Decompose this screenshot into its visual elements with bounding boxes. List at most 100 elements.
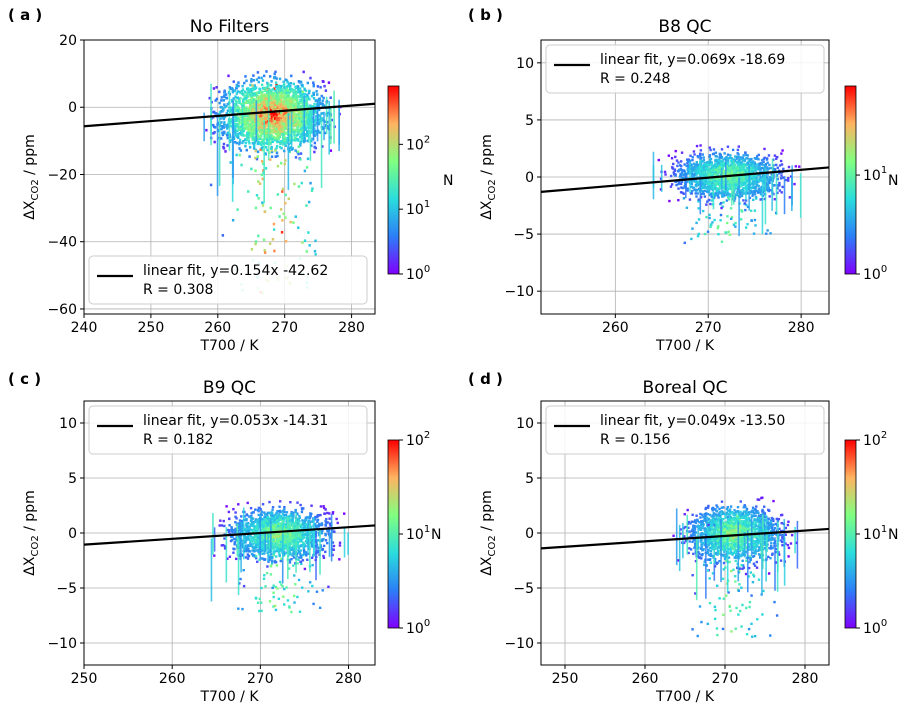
density-cell	[265, 138, 269, 142]
density-cell	[234, 125, 237, 128]
density-cell	[273, 604, 277, 608]
density-cell	[247, 190, 250, 193]
colorbar-tick-base: 10	[406, 267, 424, 283]
density-cell	[223, 121, 226, 124]
density-cell	[760, 166, 764, 170]
density-cell	[742, 166, 745, 169]
density-cell	[289, 541, 292, 545]
density-cell	[249, 101, 253, 105]
density-cell	[753, 193, 757, 196]
density-cell	[306, 109, 309, 113]
density-cell	[270, 105, 274, 109]
y-tick-label: −20	[47, 167, 77, 183]
density-cell	[744, 163, 748, 167]
density-cell	[702, 170, 706, 173]
density-cell	[277, 84, 281, 88]
density-cell	[762, 169, 766, 172]
density-cell	[261, 117, 264, 120]
density-cell	[292, 112, 295, 115]
density-cell	[775, 163, 778, 167]
density-cell	[259, 121, 262, 125]
density-cell	[248, 145, 252, 149]
density-cell	[697, 198, 700, 201]
density-cell	[223, 544, 227, 548]
density-cell	[708, 155, 711, 159]
density-cell	[744, 153, 748, 157]
density-cell	[293, 88, 296, 92]
density-cell	[310, 124, 313, 128]
density-cell	[245, 106, 248, 109]
density-cell	[238, 142, 241, 146]
density-cell	[315, 590, 319, 593]
density-cell	[275, 106, 279, 110]
density-cell	[729, 207, 733, 210]
density-cell	[289, 524, 293, 528]
density-cell	[331, 512, 334, 515]
density-cell	[296, 133, 299, 137]
density-cell	[314, 253, 317, 256]
density-cell	[236, 96, 240, 100]
density-cell	[262, 74, 266, 78]
density-cell	[743, 158, 747, 161]
density-cell	[743, 176, 746, 180]
density-cell	[321, 111, 325, 115]
density-cell	[752, 167, 755, 171]
density-cell	[263, 86, 266, 90]
density-cell	[691, 176, 694, 179]
density-cell	[294, 114, 298, 118]
density-cell	[683, 163, 686, 166]
density-cell	[284, 127, 288, 130]
colorbar-label: N	[443, 173, 453, 189]
density-cell	[255, 129, 259, 133]
density-cell	[259, 100, 263, 104]
density-cell	[755, 176, 758, 180]
density-streak	[267, 82, 270, 161]
density-cell	[243, 121, 246, 124]
density-cell	[316, 93, 319, 96]
density-cell	[250, 127, 254, 130]
density-cell	[746, 223, 749, 226]
density-cell	[749, 187, 752, 190]
density-cell	[766, 229, 769, 232]
density-cell	[713, 194, 717, 197]
density-cell	[759, 198, 762, 201]
density-cell	[305, 134, 308, 138]
density-cell	[736, 152, 739, 155]
density-cell	[233, 106, 236, 109]
density-cell	[271, 130, 274, 133]
density-cell	[306, 115, 309, 118]
density-streak	[312, 108, 315, 141]
density-cell	[268, 92, 272, 95]
density-cell	[237, 98, 241, 102]
density-cell	[261, 201, 264, 205]
density-cell	[276, 134, 280, 137]
density-cell	[242, 134, 246, 137]
density-cell	[314, 105, 318, 109]
density-cell	[223, 537, 226, 540]
density-cell	[723, 183, 726, 186]
density-cell	[223, 103, 226, 106]
density-cell	[291, 96, 295, 100]
density-cell	[259, 105, 263, 109]
density-cell	[734, 178, 737, 181]
density-cell	[266, 565, 269, 568]
density-cell	[258, 137, 262, 141]
density-cell	[230, 110, 234, 113]
density-cell	[299, 129, 302, 133]
density-cell	[286, 140, 289, 143]
density-cell	[759, 193, 763, 196]
density-cell	[760, 185, 763, 189]
density-cell	[299, 158, 302, 161]
chart-title: B9 QC	[203, 378, 256, 398]
density-cell	[220, 121, 223, 124]
density-cell	[701, 166, 704, 170]
density-cell	[285, 79, 289, 82]
density-cell	[310, 545, 314, 548]
density-cell	[310, 144, 313, 147]
density-cell	[294, 156, 298, 159]
density-cell	[692, 186, 695, 190]
density-cell	[218, 90, 221, 94]
legend-entry-r: R = 0.248	[600, 71, 670, 87]
density-cell	[272, 591, 275, 594]
density-cell	[733, 163, 737, 167]
